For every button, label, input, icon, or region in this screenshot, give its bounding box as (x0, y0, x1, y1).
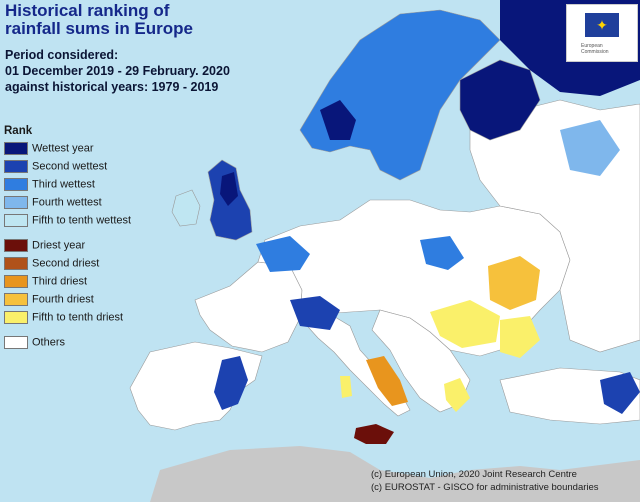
legend-item: Third wettest (4, 178, 95, 192)
legend-rows: Wettest year Second wettest Third wettest F… (4, 140, 184, 370)
wet-patch-norway (320, 100, 356, 140)
legend-swatch (4, 196, 28, 209)
dry-patch-greece (444, 378, 470, 412)
legend-item: Fifth to tenth driest (4, 311, 123, 325)
legend-swatch (4, 178, 28, 191)
map-title: Historical ranking of rainfall sums in E… (5, 2, 193, 38)
map-title-line1: Historical ranking of (5, 1, 170, 20)
dry-patch-bulgaria (500, 316, 540, 358)
legend-label: Third wettest (32, 178, 95, 191)
legend-item: Fourth driest (4, 293, 94, 307)
legend-label: Others (32, 336, 66, 349)
legend-swatch (4, 275, 28, 288)
wet-patch-alps (290, 296, 340, 330)
legend: Rank Wettest year Second wettest Third wet… (4, 125, 184, 370)
legend-label: Fourth wettest (32, 196, 102, 209)
dry-patch-italy (366, 356, 408, 406)
ireland (171, 189, 201, 227)
legend-swatch (4, 142, 28, 155)
finland (459, 59, 541, 141)
france (194, 261, 303, 353)
legend-item: Others (4, 336, 65, 350)
legend-item: Wettest year (4, 142, 94, 156)
wet-patch-uk (220, 172, 238, 206)
eu-logo: ✦ European Commission (566, 4, 638, 62)
dry-patch-balkans (430, 300, 500, 348)
legend-label: Wettest year (32, 142, 94, 155)
legend-swatch (4, 257, 28, 270)
dry-patch-sardinia (340, 376, 352, 398)
legend-swatch (4, 336, 28, 349)
dry-patch-romania (488, 256, 540, 310)
wet-patch-spain-east (214, 356, 248, 410)
legend-label: Second wettest (32, 160, 108, 173)
legend-title: Rank (4, 125, 33, 137)
legend-item: Fourth wettest (4, 196, 102, 210)
logo-caption: European Commission (581, 43, 609, 55)
period-line3: against historical years: 1979 - 2019 (5, 80, 219, 94)
period-line1: Period considered: (5, 48, 119, 62)
credits: (c) European Union, 2020 Joint Research … (371, 468, 599, 494)
credit-line1: (c) European Union, 2020 Joint Research … (371, 469, 577, 480)
credit-line2: (c) EUROSTAT - GISCO for administrative … (371, 482, 599, 493)
legend-swatch (4, 239, 28, 252)
wet-patch-east (560, 120, 620, 176)
dry-patch-sicily (354, 424, 394, 444)
legend-item: Third driest (4, 275, 87, 289)
legend-item: Driest year (4, 239, 85, 253)
wet-patch-germany (256, 236, 310, 272)
legend-swatch (4, 160, 28, 173)
legend-item: Second driest (4, 257, 99, 271)
legend-label: Fourth driest (32, 293, 94, 306)
legend-item: Second wettest (4, 160, 107, 174)
legend-item: Fifth to tenth wettest (4, 214, 131, 228)
legend-label: Fifth to tenth wettest (32, 214, 132, 227)
legend-label: Driest year (32, 239, 86, 252)
period-line2: 01 December 2019 - 29 February. 2020 (5, 64, 230, 78)
north-africa (150, 446, 640, 502)
legend-label: Fifth to tenth driest (32, 311, 124, 324)
eu-flag-icon: ✦ (585, 13, 619, 37)
wet-patch-poland (420, 236, 464, 270)
legend-swatch (4, 293, 28, 306)
legend-label: Third driest (32, 275, 88, 288)
wet-patch-turkey (600, 372, 640, 414)
period-description: Period considered: 01 December 2019 - 29… (5, 47, 230, 95)
legend-label: Second driest (32, 257, 100, 270)
legend-swatch (4, 311, 28, 324)
legend-swatch (4, 214, 28, 227)
map-title-line2: rainfall sums in Europe (5, 19, 193, 38)
